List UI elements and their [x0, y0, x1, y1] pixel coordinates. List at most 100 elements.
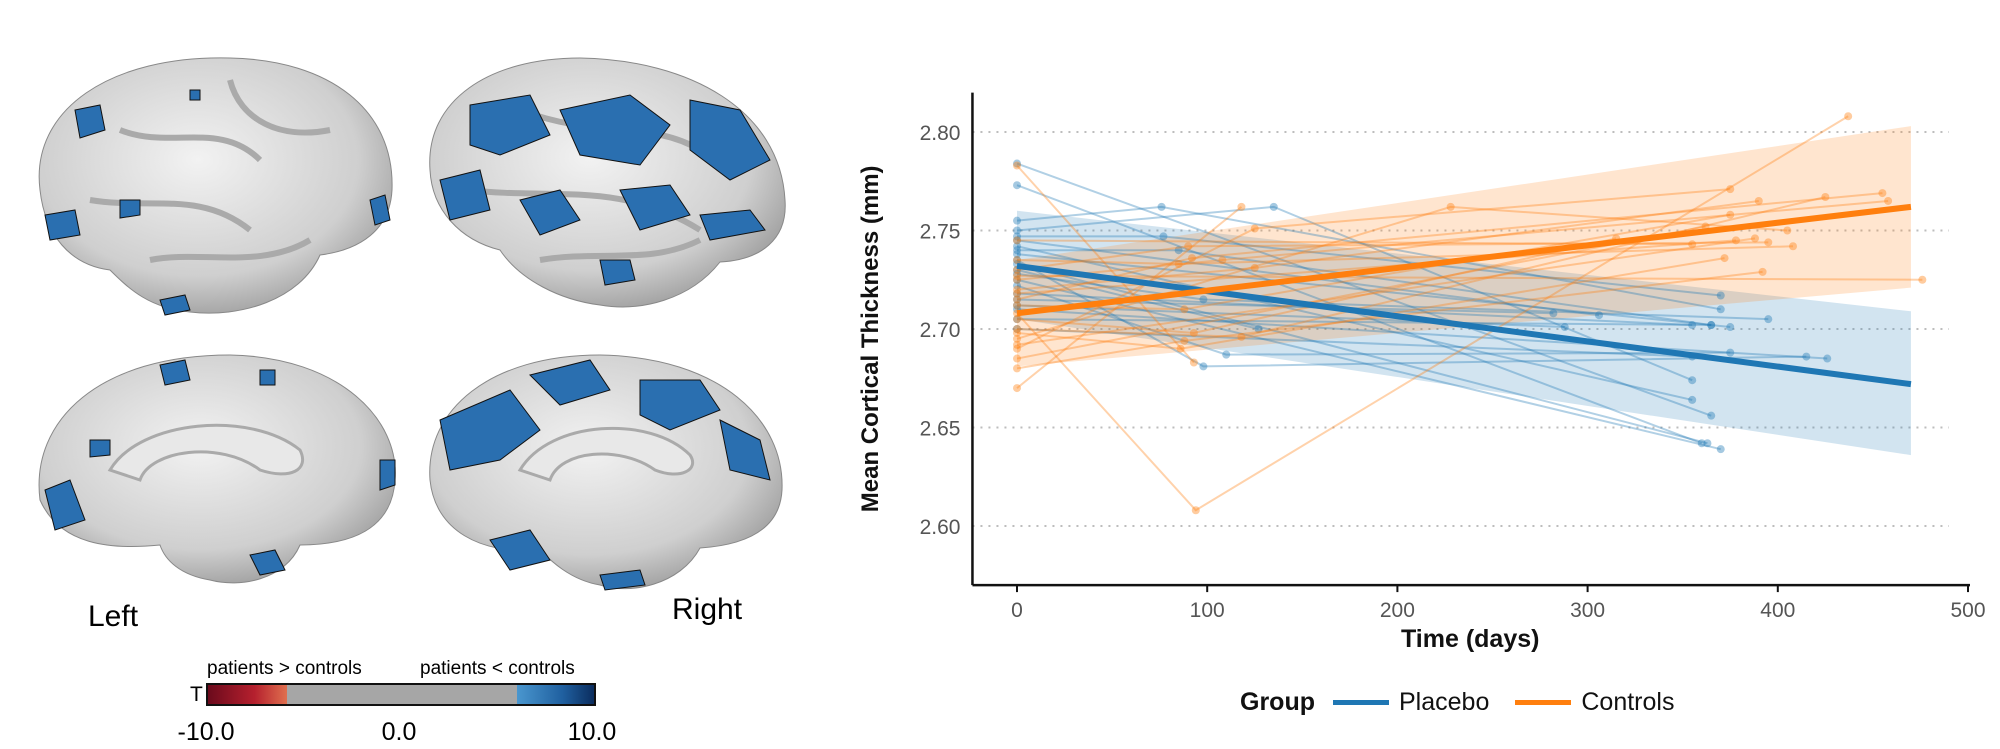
legend-key-placebo	[1333, 700, 1389, 705]
subject-point-placebo	[1013, 216, 1021, 225]
y-tick-label: 2.60	[920, 516, 961, 539]
subject-trajectory-placebo	[1016, 205, 1693, 382]
subject-point-placebo	[1157, 202, 1166, 211]
subject-trajectory-controls	[1016, 225, 1706, 360]
subject-point-controls	[1013, 301, 1021, 310]
y-tick-label: 2.65	[920, 418, 961, 441]
subject-point-placebo	[1013, 275, 1021, 284]
subject-point-placebo	[1726, 323, 1735, 332]
legend-label-controls: Controls	[1581, 688, 1675, 716]
subject-point-placebo	[1560, 323, 1569, 332]
subject-trajectory-placebo	[1016, 284, 1731, 356]
confidence-ribbon-controls	[1017, 126, 1911, 367]
subject-point-placebo	[1716, 445, 1725, 454]
subject-point-controls	[1844, 112, 1853, 121]
subject-trajectory-placebo	[1016, 272, 1769, 321]
subject-point-controls	[1013, 295, 1021, 304]
y-tick-label: 2.80	[920, 122, 961, 145]
subject-point-controls	[1764, 238, 1773, 247]
subject-point-placebo	[1269, 202, 1278, 211]
colorbar-label-right: patients < controls	[420, 658, 575, 679]
subject-point-controls	[1918, 275, 1927, 284]
subject-point-controls	[1189, 328, 1198, 337]
subject-point-placebo	[1716, 291, 1725, 300]
subject-trajectory-controls	[1016, 115, 1849, 512]
subject-point-placebo	[1595, 311, 1604, 320]
subject-point-placebo	[1764, 315, 1773, 324]
subject-trajectory-controls	[1016, 237, 1617, 334]
right-hemisphere-label: Right	[672, 593, 743, 626]
legend-title: Group	[1240, 688, 1315, 716]
subject-trajectory-controls	[1016, 257, 1725, 350]
x-tick-label: 400	[1760, 599, 1795, 622]
subject-trajectory-placebo	[1016, 245, 1693, 401]
subject-point-controls	[1191, 506, 1200, 515]
colorbar-label-left: patients > controls	[207, 658, 362, 679]
subject-point-controls	[1884, 196, 1893, 205]
subject-point-controls	[1821, 193, 1830, 202]
fit-line-placebo	[1016, 262, 1912, 388]
subject-point-placebo	[1013, 236, 1021, 245]
subject-point-controls	[1013, 354, 1021, 363]
subject-point-placebo	[1013, 232, 1021, 241]
y-axis-title: Mean Cortical Thickness (mm)	[857, 165, 884, 512]
subject-point-controls	[1013, 236, 1021, 245]
subject-point-controls	[1013, 325, 1021, 333]
subject-trajectory-controls	[1016, 164, 1195, 364]
subject-point-placebo	[1697, 439, 1706, 448]
subject-point-controls	[1013, 161, 1021, 170]
subject-point-controls	[1218, 256, 1227, 265]
subject-point-controls	[1013, 289, 1021, 298]
subject-point-controls	[1184, 242, 1193, 251]
subject-point-controls	[1013, 328, 1021, 337]
subject-point-placebo	[1688, 321, 1697, 330]
colorbar-tick: 0.0	[381, 718, 417, 746]
subject-point-controls	[1237, 332, 1246, 341]
subject-point-placebo	[1703, 439, 1712, 448]
subject-point-placebo	[1716, 305, 1725, 314]
subject-trajectory-placebo	[1016, 205, 1721, 311]
subject-point-controls	[1446, 202, 1455, 211]
subject-point-placebo	[1013, 242, 1021, 251]
subject-point-placebo	[1013, 315, 1021, 324]
subject-trajectory-placebo	[1016, 162, 1712, 417]
x-tick-label: 500	[1950, 599, 1985, 622]
subject-point-controls	[1180, 336, 1189, 345]
right-medial-brain	[429, 354, 783, 591]
subject-trajectory-placebo	[1016, 253, 1731, 329]
left-medial-brain	[38, 354, 396, 584]
legend-key-controls	[1515, 700, 1572, 705]
subject-point-controls	[1013, 271, 1021, 280]
subject-trajectory-placebo	[1016, 318, 1712, 327]
subject-point-placebo	[1013, 289, 1021, 298]
subject-point-placebo	[1013, 281, 1021, 290]
subject-point-controls	[1250, 224, 1259, 233]
subject-point-placebo	[1254, 325, 1263, 333]
subject-point-placebo	[1688, 376, 1697, 385]
fit-line-controls	[1016, 203, 1912, 317]
subject-trajectory-controls	[1016, 192, 1883, 301]
subject-point-controls	[1237, 202, 1246, 211]
subject-point-controls	[1688, 240, 1697, 249]
subject-trajectory-placebo	[1017, 235, 1721, 297]
subject-point-controls	[1013, 285, 1021, 294]
brain-surface-panel	[38, 57, 786, 591]
subject-trajectory-controls	[1016, 274, 1923, 281]
subject-point-controls	[1174, 259, 1183, 268]
left-hemisphere-label: Left	[88, 600, 139, 633]
right-lateral-brain	[429, 57, 786, 308]
subject-point-controls	[1013, 334, 1021, 343]
subject-point-placebo	[1013, 181, 1021, 190]
subject-trajectory-controls	[1016, 237, 1756, 346]
subject-point-placebo	[1013, 159, 1021, 168]
subject-point-controls	[1176, 344, 1185, 353]
subject-point-controls	[1731, 236, 1740, 245]
subject-point-controls	[1750, 234, 1759, 243]
thickness-chart: 2.60 2.65 2.70 2.75 2.80 0 100 200 300 400 500 Time…	[857, 92, 1986, 653]
subject-point-controls	[1726, 210, 1735, 219]
subject-point-placebo	[1013, 246, 1021, 255]
left-lateral-brain	[38, 57, 393, 316]
subject-trajectory-controls	[1016, 270, 1763, 370]
y-tick-label: 2.75	[920, 221, 961, 244]
subject-trajectory-controls	[1016, 188, 1731, 350]
